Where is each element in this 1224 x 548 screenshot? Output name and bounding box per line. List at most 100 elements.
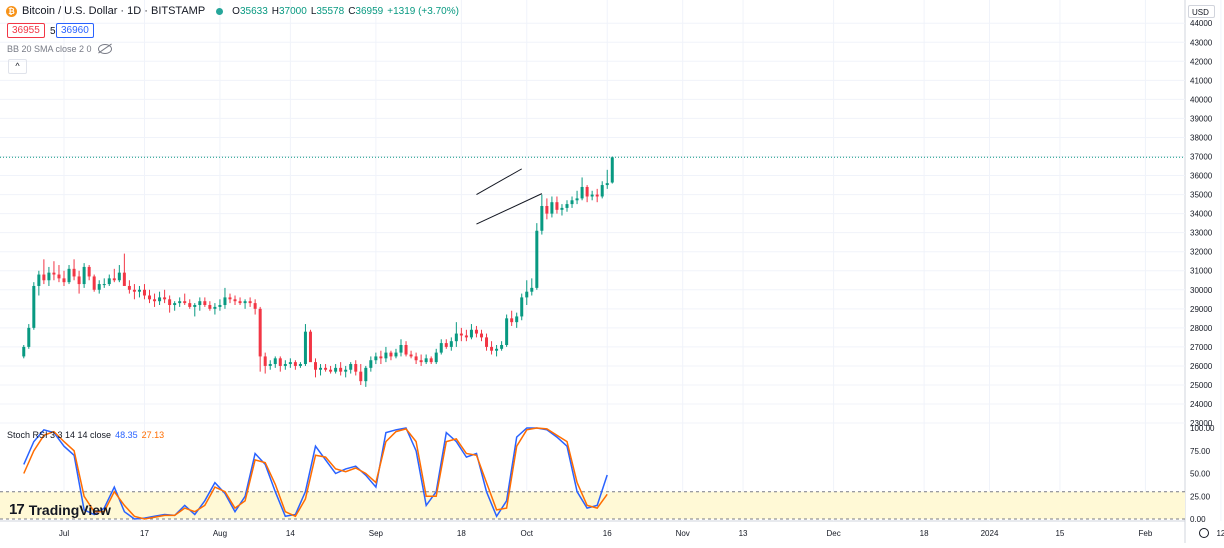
tradingview-logo-icon: 17 bbox=[9, 501, 25, 518]
hidden-eye-icon[interactable] bbox=[97, 44, 112, 54]
symbol-line[interactable]: Bitcoin / U.S. Dollar · 1D · BITSTAMP bbox=[22, 5, 206, 17]
x-tick-label: Oct bbox=[521, 529, 534, 538]
indicator-legend[interactable]: BB 20 SMA close 2 0 bbox=[7, 44, 112, 54]
candle-body bbox=[117, 272, 121, 281]
candle-body bbox=[32, 285, 36, 328]
x-tick-label: 15 bbox=[1055, 529, 1064, 538]
candle-body bbox=[158, 297, 162, 302]
candle-body bbox=[384, 352, 388, 359]
candle-body bbox=[233, 299, 237, 302]
stoch-d-value: 27.13 bbox=[141, 430, 165, 440]
candle-body bbox=[208, 305, 212, 309]
tradingview-logo-text: TradingView bbox=[28, 501, 111, 518]
candle-body bbox=[525, 291, 529, 298]
stoch-y-tick-label: 25.00 bbox=[1190, 492, 1211, 501]
open-label: O bbox=[232, 5, 240, 17]
candle-body bbox=[459, 333, 463, 336]
x-tick-label: 2024 bbox=[981, 529, 999, 538]
candle-body bbox=[469, 329, 473, 338]
candle-body bbox=[379, 356, 383, 359]
y-tick-label: 25000 bbox=[1190, 381, 1213, 390]
candle-body bbox=[258, 308, 262, 357]
sell-button[interactable]: 36955 bbox=[7, 23, 45, 38]
candle-body bbox=[540, 206, 544, 231]
candle-body bbox=[102, 284, 106, 286]
candle-body bbox=[490, 346, 494, 351]
symbol-header[interactable]: ₿ Bitcoin / U.S. Dollar · 1D · BITSTAMP … bbox=[6, 5, 459, 17]
candle-body bbox=[510, 318, 514, 323]
y-tick-label: 31000 bbox=[1190, 267, 1213, 276]
candle-body bbox=[298, 364, 302, 366]
y-tick-label: 43000 bbox=[1190, 38, 1213, 47]
x-tick-label: 13 bbox=[739, 529, 748, 538]
close-label: C bbox=[348, 5, 356, 17]
y-tick-label: 42000 bbox=[1190, 57, 1213, 66]
stoch-y-tick-label: 75.00 bbox=[1190, 447, 1211, 456]
candle-body bbox=[550, 202, 554, 214]
candle-body bbox=[293, 362, 297, 366]
stoch-k-value: 48.35 bbox=[115, 430, 138, 440]
candle-body bbox=[308, 331, 312, 363]
candle-body bbox=[545, 206, 549, 214]
candle-body bbox=[183, 301, 187, 304]
collapse-legend-button[interactable]: ^ bbox=[8, 59, 27, 74]
candle-body bbox=[193, 305, 197, 307]
channel-upper-line bbox=[476, 168, 522, 196]
candle-body bbox=[404, 344, 408, 355]
candle-body bbox=[500, 344, 504, 349]
candle-body bbox=[22, 346, 26, 357]
candle-body bbox=[454, 333, 458, 342]
candle-body bbox=[560, 207, 564, 210]
candle-body bbox=[27, 327, 31, 347]
currency-button[interactable]: USD bbox=[1188, 5, 1215, 18]
x-tick-label: 16 bbox=[603, 529, 612, 538]
candle-body bbox=[122, 272, 126, 286]
y-tick-label: 32000 bbox=[1190, 248, 1213, 257]
stoch-line-d bbox=[23, 427, 608, 520]
candle-body bbox=[570, 200, 574, 205]
candle-body bbox=[163, 297, 167, 300]
open-value: 35633 bbox=[239, 5, 268, 17]
low-value: 35578 bbox=[316, 5, 345, 17]
low-label: L bbox=[310, 5, 317, 17]
candle-body bbox=[148, 295, 152, 300]
stoch-rsi-legend[interactable]: Stoch RSI 3 3 14 14 close 48.35 27.13 bbox=[7, 430, 164, 440]
candle-body bbox=[409, 354, 413, 357]
x-tick-label: 18 bbox=[457, 529, 466, 538]
candle-body bbox=[127, 285, 131, 290]
tradingview-logo[interactable]: 17 TradingView bbox=[9, 501, 111, 518]
candle-body bbox=[505, 318, 509, 345]
buy-button[interactable]: 36960 bbox=[56, 23, 94, 38]
candle-body bbox=[168, 299, 172, 306]
stoch-band bbox=[0, 491, 1185, 519]
candle-body bbox=[52, 272, 56, 275]
candle-body bbox=[57, 274, 61, 279]
candle-body bbox=[319, 367, 323, 370]
market-status-icon bbox=[216, 7, 224, 15]
candle-body bbox=[349, 364, 353, 370]
candle-body bbox=[364, 367, 368, 382]
candle-body bbox=[137, 289, 141, 292]
y-tick-label: 28000 bbox=[1190, 324, 1213, 333]
change-value: +1319 (+3.70%) bbox=[387, 5, 459, 17]
bitcoin-icon: ₿ bbox=[6, 5, 17, 17]
y-tick-label: 39000 bbox=[1190, 114, 1213, 123]
candle-body bbox=[474, 329, 478, 334]
close-value: 36959 bbox=[355, 5, 384, 17]
y-tick-label: 26000 bbox=[1190, 362, 1213, 371]
settings-gear-icon[interactable] bbox=[1199, 528, 1209, 538]
ohlc-values: O35633 H37000 L35578 C36959 +1319 (+3.70… bbox=[232, 6, 459, 17]
y-tick-label: 37000 bbox=[1190, 153, 1213, 162]
candle-body bbox=[112, 278, 116, 281]
y-tick-label: 23000 bbox=[1190, 419, 1213, 428]
candle-body bbox=[600, 185, 604, 197]
candle-body bbox=[283, 364, 287, 366]
candle-body bbox=[434, 352, 438, 363]
y-tick-label: 40000 bbox=[1190, 95, 1213, 104]
channel-lower-line bbox=[476, 193, 543, 225]
candle-body bbox=[334, 367, 338, 372]
candle-body bbox=[464, 335, 468, 338]
candle-body bbox=[198, 301, 202, 306]
candle-body bbox=[575, 198, 579, 201]
